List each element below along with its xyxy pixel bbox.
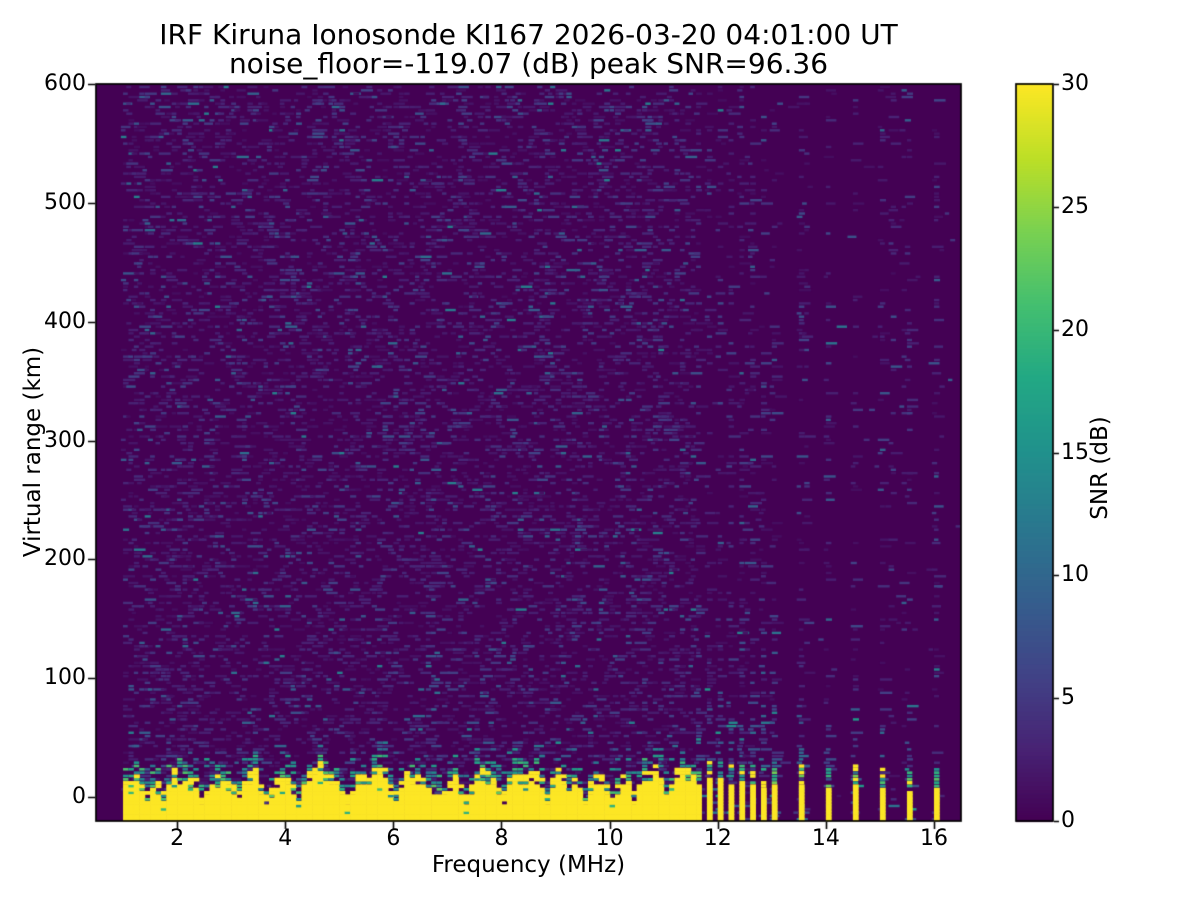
- colorbar-label: SNR (dB): [1087, 416, 1113, 520]
- x-tick-label: 16: [919, 826, 948, 851]
- colorbar-tick-label: 10: [1061, 562, 1089, 588]
- plot-title-line2: noise_floor=-119.07 (dB) peak SNR=96.36: [228, 47, 829, 80]
- x-tick-label: 2: [170, 826, 185, 851]
- y-tick-label: 300: [44, 427, 86, 453]
- y-tick-label: 600: [44, 71, 86, 96]
- y-tick-label: 0: [72, 784, 86, 810]
- y-tick-label: 100: [44, 665, 86, 691]
- y-tick-label: 400: [44, 308, 86, 334]
- colorbar-tick-label: 15: [1061, 439, 1089, 465]
- plot-title-line1: IRF Kiruna Ionosonde KI167 2026-03-20 04…: [159, 18, 898, 51]
- colorbar-tick-label: 5: [1061, 685, 1075, 711]
- x-tick-label: 12: [703, 826, 732, 851]
- x-tick-label: 8: [494, 826, 509, 851]
- y-tick-label: 200: [44, 546, 86, 572]
- x-tick-label: 10: [595, 826, 624, 851]
- colorbar-tick-label: 20: [1061, 316, 1089, 342]
- x-tick-label: 4: [278, 826, 293, 851]
- x-axis-label: Frequency (MHz): [431, 852, 626, 878]
- colorbar-tick-label: 30: [1061, 71, 1089, 96]
- x-tick-label: 14: [811, 826, 840, 851]
- colorbar-tick-label: 0: [1061, 808, 1075, 833]
- y-tick-label: 500: [44, 189, 86, 215]
- x-tick-label: 6: [386, 826, 401, 851]
- y-axis-label: Virtual range (km): [20, 346, 46, 558]
- colorbar-tick-label: 25: [1061, 193, 1089, 219]
